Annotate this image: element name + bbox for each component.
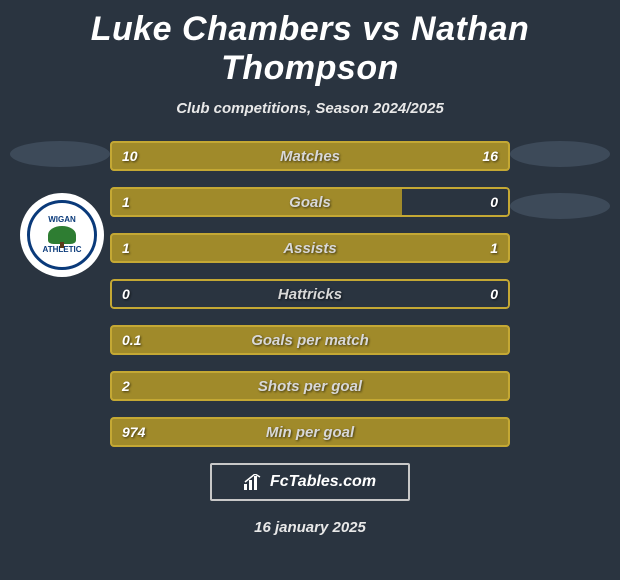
bar-value-right: 0 — [490, 279, 498, 309]
image-placeholder-right-2 — [510, 193, 610, 219]
club-badge-inner: WIGAN ATHLETIC — [27, 200, 97, 270]
page-title: Luke Chambers vs Nathan Thompson — [0, 0, 620, 88]
date-text: 16 january 2025 — [0, 519, 620, 536]
vs-text: vs — [362, 10, 401, 48]
bar-label: Goals per match — [110, 325, 510, 355]
footer-brand: FcTables.com — [210, 463, 410, 501]
bar-label: Assists — [110, 233, 510, 263]
player1-name: Luke Chambers — [91, 10, 353, 48]
chart-icon — [244, 474, 264, 490]
bar-value-right: 1 — [490, 233, 498, 263]
badge-top-text: WIGAN — [48, 216, 76, 224]
subtitle: Club competitions, Season 2024/2025 — [0, 100, 620, 117]
image-placeholder-left-1 — [10, 141, 110, 167]
bar-row: 10Matches16 — [110, 141, 510, 171]
content-region: WIGAN ATHLETIC 10Matches161Goals01Assist… — [0, 141, 620, 447]
bar-row: 1Assists1 — [110, 233, 510, 263]
bar-label: Goals — [110, 187, 510, 217]
bar-label: Min per goal — [110, 417, 510, 447]
image-placeholder-right-1 — [510, 141, 610, 167]
bar-row: 974Min per goal — [110, 417, 510, 447]
bar-label: Matches — [110, 141, 510, 171]
footer-brand-text: FcTables.com — [270, 473, 376, 491]
bar-value-right: 16 — [482, 141, 498, 171]
bar-label: Shots per goal — [110, 371, 510, 401]
comparison-bars: 10Matches161Goals01Assists10Hattricks00.… — [110, 141, 510, 447]
bar-row: 0Hattricks0 — [110, 279, 510, 309]
bar-row: 1Goals0 — [110, 187, 510, 217]
bar-label: Hattricks — [110, 279, 510, 309]
badge-tree-icon — [48, 226, 76, 244]
bar-row: 0.1Goals per match — [110, 325, 510, 355]
bar-value-right: 0 — [490, 187, 498, 217]
bar-row: 2Shots per goal — [110, 371, 510, 401]
club-badge: WIGAN ATHLETIC — [20, 193, 104, 277]
